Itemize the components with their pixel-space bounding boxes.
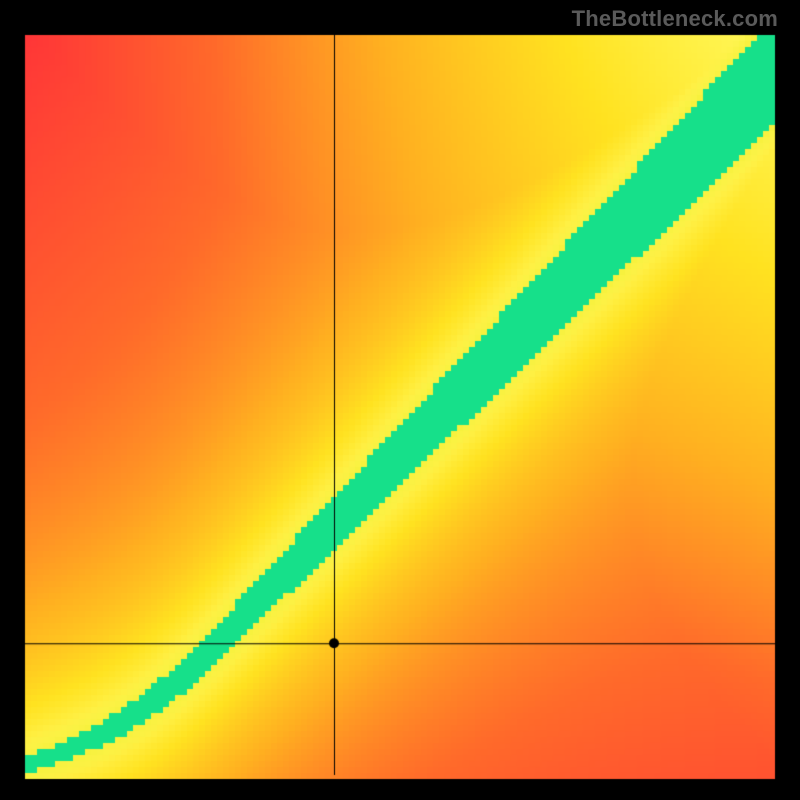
chart-container: { "watermark": { "text": "TheBottleneck.… <box>0 0 800 800</box>
watermark-text: TheBottleneck.com <box>572 6 778 32</box>
bottleneck-heatmap <box>0 0 800 800</box>
